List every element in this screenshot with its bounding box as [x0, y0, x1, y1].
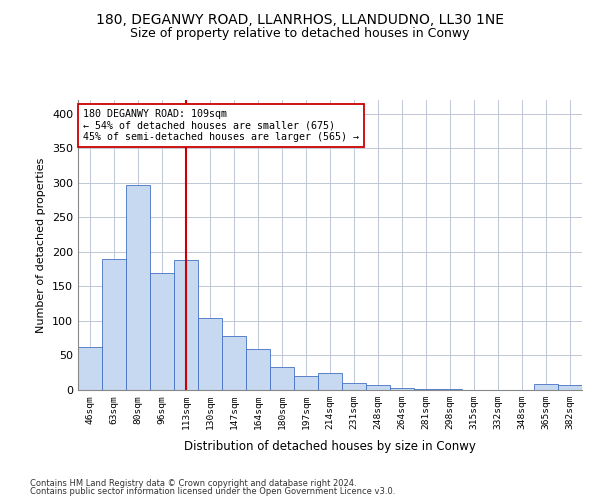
Bar — [390, 388, 414, 390]
Text: 180 DEGANWY ROAD: 109sqm
← 54% of detached houses are smaller (675)
45% of semi-: 180 DEGANWY ROAD: 109sqm ← 54% of detach… — [83, 108, 359, 142]
Bar — [318, 372, 342, 390]
Bar — [558, 385, 582, 390]
Bar — [366, 385, 390, 390]
X-axis label: Distribution of detached houses by size in Conwy: Distribution of detached houses by size … — [184, 440, 476, 454]
Bar — [198, 318, 222, 390]
Bar — [222, 336, 246, 390]
Bar — [174, 260, 198, 390]
Text: Contains HM Land Registry data © Crown copyright and database right 2024.: Contains HM Land Registry data © Crown c… — [30, 478, 356, 488]
Y-axis label: Number of detached properties: Number of detached properties — [37, 158, 46, 332]
Bar — [414, 388, 438, 390]
Text: Size of property relative to detached houses in Conwy: Size of property relative to detached ho… — [130, 28, 470, 40]
Bar — [150, 272, 174, 390]
Bar — [270, 367, 294, 390]
Bar — [102, 259, 126, 390]
Text: Contains public sector information licensed under the Open Government Licence v3: Contains public sector information licen… — [30, 487, 395, 496]
Bar — [126, 185, 150, 390]
Bar — [342, 383, 366, 390]
Bar — [534, 384, 558, 390]
Bar — [246, 348, 270, 390]
Bar — [78, 346, 102, 390]
Bar — [294, 376, 318, 390]
Text: 180, DEGANWY ROAD, LLANRHOS, LLANDUDNO, LL30 1NE: 180, DEGANWY ROAD, LLANRHOS, LLANDUDNO, … — [96, 12, 504, 26]
